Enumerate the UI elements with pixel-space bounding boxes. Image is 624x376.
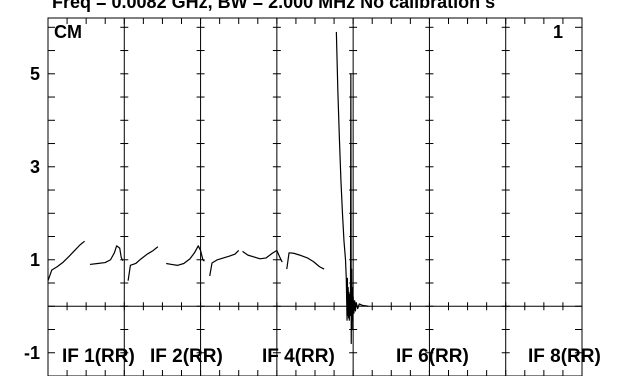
plot-frame xyxy=(47,17,583,376)
axis-ticks xyxy=(48,18,582,376)
segment-label: IF 6(RR) xyxy=(396,346,469,367)
y-tick-label: 1 xyxy=(30,250,40,270)
trace-4 xyxy=(166,245,205,266)
y-tick-label: -1 xyxy=(24,343,40,363)
channel-label: 1 xyxy=(553,22,563,42)
header-text: Freq = 0.0082 GHz, BW = 2.000 MHz No cal… xyxy=(52,0,495,12)
trace-3 xyxy=(127,246,159,281)
trace-8 xyxy=(335,31,369,345)
trace-7 xyxy=(286,252,325,270)
y-tick-label: 5 xyxy=(30,64,40,84)
segment-label: IF 4(RR) xyxy=(262,346,335,367)
segment-label: IF 2(RR) xyxy=(150,346,223,367)
traces xyxy=(47,31,369,345)
unit-label: CM xyxy=(54,22,82,42)
trace-2 xyxy=(89,245,124,266)
y-tick-label: 3 xyxy=(30,157,40,177)
segment-labels: IF 1(RR) IF 2(RR) IF 4(RR) IF 6(RR) IF 8(RR) xyxy=(62,346,601,367)
segment-label: IF 8(RR) xyxy=(528,346,601,367)
trace-6 xyxy=(242,249,283,263)
trace-5 xyxy=(209,250,240,277)
trace-1 xyxy=(47,240,85,281)
segment-label: IF 1(RR) xyxy=(62,346,135,367)
y-tick-labels: 5 3 1 -1 xyxy=(24,64,40,363)
grid xyxy=(123,18,507,376)
